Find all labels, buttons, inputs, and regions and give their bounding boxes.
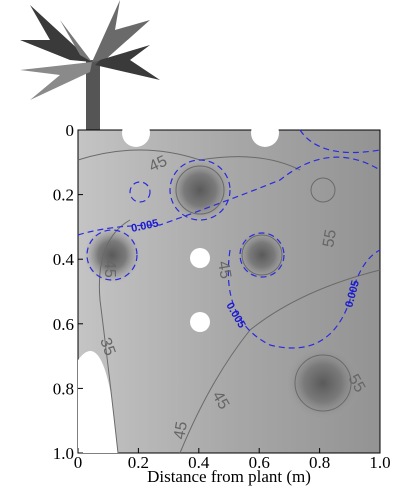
y-tick-label: 1.0 <box>53 444 74 463</box>
y-tick-label: 0.2 <box>53 186 74 205</box>
y-tick-label: 0.8 <box>53 379 74 398</box>
contour-label: 35 <box>96 336 118 359</box>
contour-label: 45 <box>101 260 118 278</box>
y-tick-label: 0.4 <box>53 250 75 269</box>
x-axis-label: Distance from plant (m) <box>147 467 311 486</box>
plant-illustration <box>20 0 160 130</box>
contour-label: 45 <box>171 420 191 441</box>
contour-label: 55 <box>320 228 340 249</box>
x-tick-label: 0.4 <box>188 453 210 472</box>
contour-label: 0.005 <box>130 217 159 234</box>
contour-plot: 45 0.005 45 45 0.005 55 0.005 35 45 55 4… <box>77 119 381 454</box>
x-tick-label: 1.0 <box>369 453 390 472</box>
x-tick-label: 0.2 <box>128 453 149 472</box>
contour-label: 55 <box>345 372 369 396</box>
x-tick-label: 0.6 <box>249 453 270 472</box>
y-tick-label: 0 <box>66 121 75 140</box>
contour-label: 45 <box>209 389 233 413</box>
contour-label: 45 <box>147 153 170 176</box>
x-tick-label: 0.8 <box>309 453 330 472</box>
y-tick-label: 0.6 <box>53 315 74 334</box>
contour-label: 45 <box>214 260 234 281</box>
x-tick-label: 0 <box>74 453 83 472</box>
